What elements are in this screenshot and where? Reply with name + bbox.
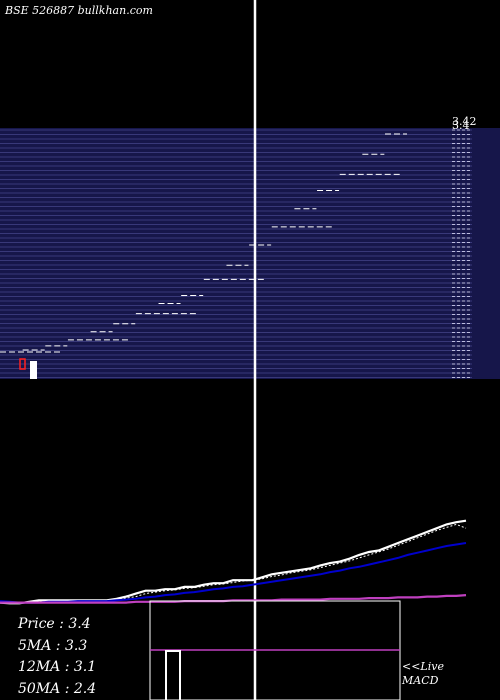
stat-price: Price : 3.4	[18, 616, 91, 632]
axis-label-second: 3.4	[452, 119, 470, 132]
stat-value: 2.4	[73, 680, 97, 697]
ma-lines	[0, 519, 467, 605]
stat-label: Price	[18, 616, 55, 632]
series-line-12ma	[0, 542, 467, 604]
symbol: BSE 526887	[5, 4, 75, 17]
stats-panel: Price : 3.4 5MA : 3.3 12MA : 3.1 50MA : …	[18, 614, 96, 700]
candle-red	[19, 358, 26, 370]
series-line-50ma	[0, 594, 467, 604]
live-macd-label: <<Live MACD	[402, 660, 444, 688]
candles	[19, 358, 37, 379]
macd-label: MACD	[402, 674, 439, 687]
stat-label: 50MA	[18, 680, 61, 697]
stat-12ma: 12MA : 3.1	[18, 659, 97, 675]
macd-panel	[149, 600, 401, 700]
stat-value: 3.4	[68, 616, 91, 632]
macd-histogram	[165, 650, 181, 700]
series-line-price	[0, 519, 467, 605]
live-label: <<Live	[402, 660, 444, 673]
candle-white	[30, 361, 37, 379]
series-line-5ma	[0, 523, 467, 604]
stat-value: 3.1	[73, 659, 97, 675]
stat-50ma: 50MA : 2.4	[18, 680, 97, 697]
price-step-markers	[0, 133, 407, 353]
stat-value: 3.3	[64, 637, 88, 654]
chart-header: BSE 526887 bullkhan.com	[5, 4, 153, 17]
price-step-band: 3.423.4	[0, 115, 500, 379]
stat-label: 12MA	[18, 659, 61, 675]
site-name: bullkhan.com	[77, 4, 153, 17]
stat-label: 5MA	[18, 637, 52, 654]
stat-5ma: 5MA : 3.3	[18, 637, 88, 654]
axis-label-top: 3.42	[452, 115, 477, 128]
